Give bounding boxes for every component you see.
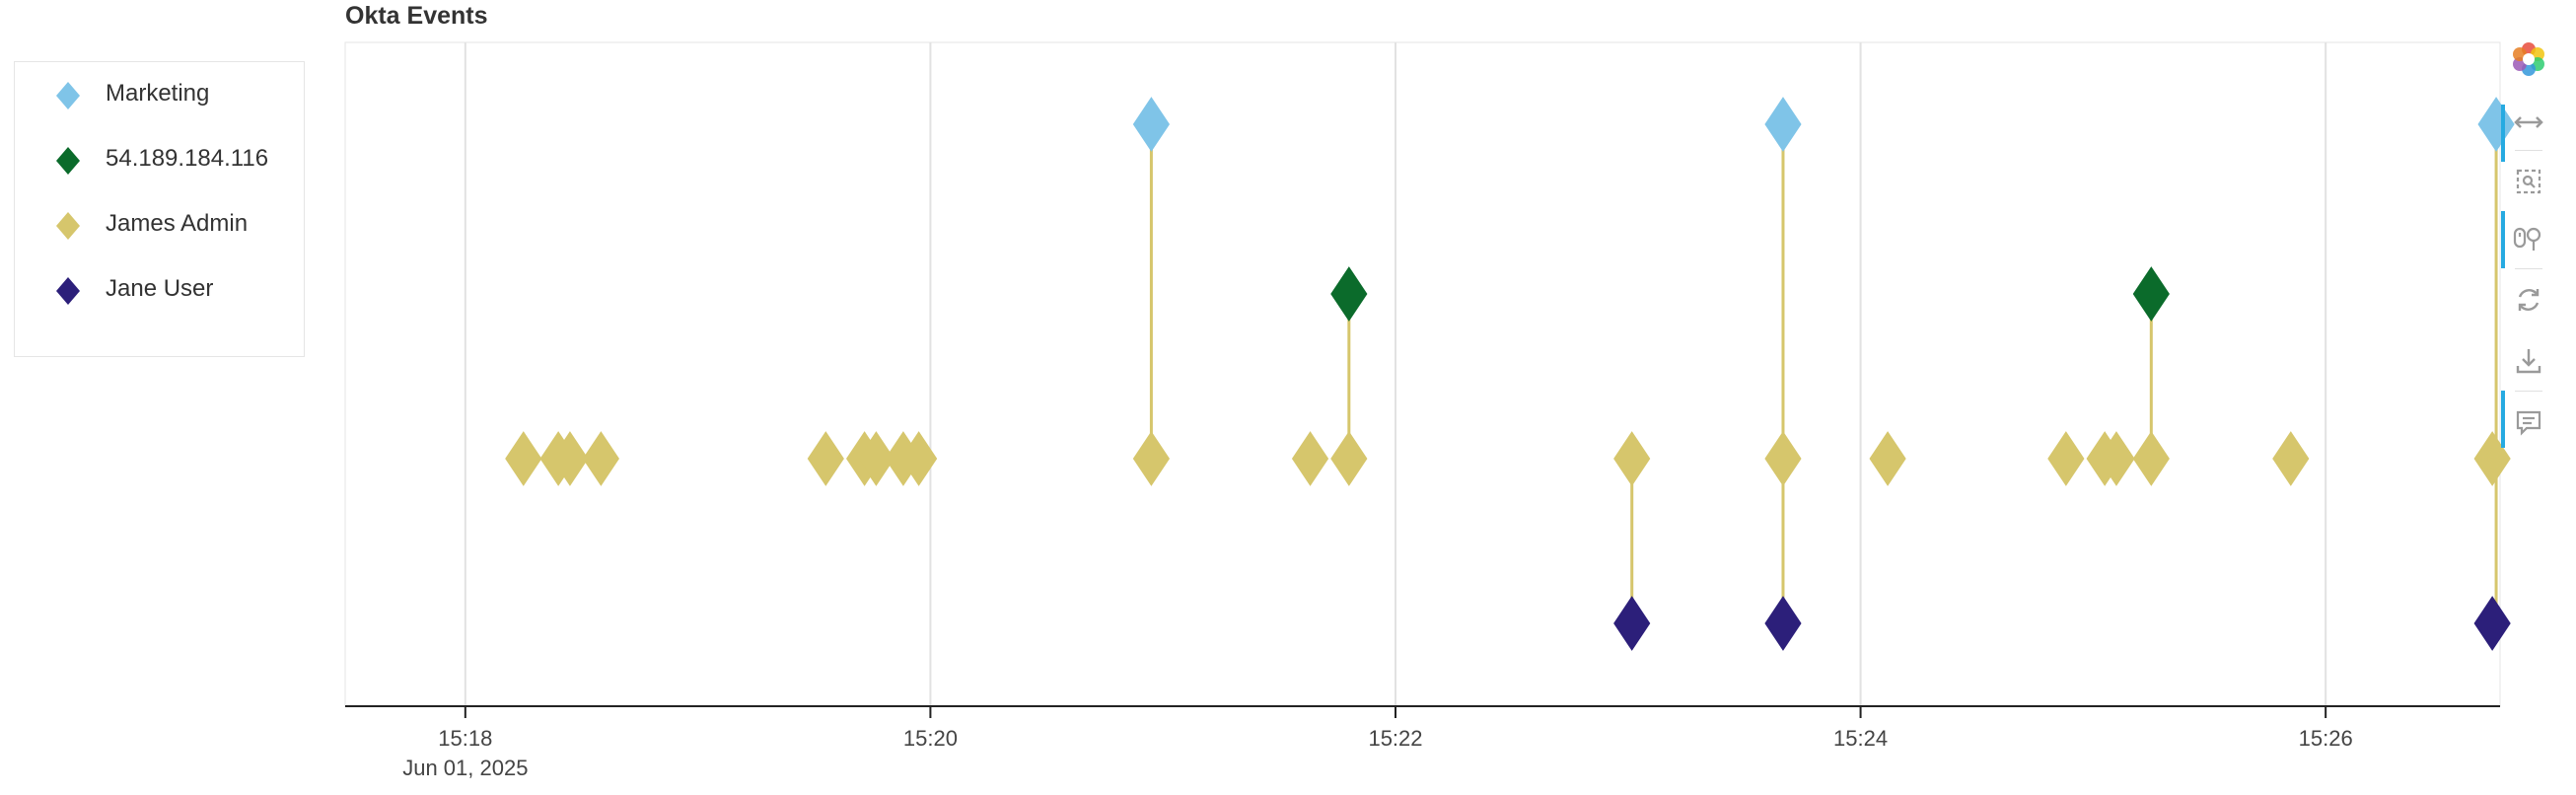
legend-label: James Admin [106,210,249,237]
legend-marker [56,277,80,305]
hover-icon[interactable] [2507,400,2550,444]
legend-label: Jane User [106,275,214,302]
box-zoom-icon[interactable] [2507,160,2550,203]
legend: Marketing 54.189.184.116 James Admin Jan… [14,61,305,357]
data-point-diamond [1613,431,1651,486]
reset-icon[interactable] [2507,278,2550,322]
data-point-diamond [1330,266,1368,322]
data-point-diamond [551,431,589,486]
legend-diamond-icon [56,212,80,240]
data-point-diamond [2047,431,2085,486]
data-point-diamond [807,431,844,486]
data-point-diamond [2132,266,2170,322]
bokeh-logo-icon[interactable] [2507,37,2550,81]
data-point-diamond [1869,431,1906,486]
legend-item-ip-address[interactable]: 54.189.184.116 [15,139,304,179]
legend-item-marketing[interactable]: Marketing [15,74,304,113]
data-point-diamond [1291,431,1329,486]
data-point-diamond [2477,97,2515,152]
data-point-diamond [2132,431,2170,486]
save-icon[interactable] [2507,339,2550,383]
x-tick-label: 15:22 [1368,726,1422,751]
data-point-diamond [1764,596,1802,651]
x-tick-label: 15:18 [438,726,492,751]
data-point-diamond [857,431,894,486]
wheel-zoom-icon[interactable] [2507,217,2550,260]
pan-icon[interactable] [2507,101,2550,144]
data-point-diamond [2272,431,2310,486]
legend-diamond-icon [56,82,80,109]
x-tick-label: 15:24 [1833,726,1888,751]
data-point-diamond [1613,596,1651,651]
legend-marker [56,147,80,175]
data-point-diamond [582,431,619,486]
x-date-label: Jun 01, 2025 [402,756,528,780]
plot-frame [344,41,2501,707]
data-point-diamond [505,431,542,486]
data-point-diamond [1132,97,1171,152]
toolbar [2501,37,2560,452]
data-point-diamond [1764,431,1802,486]
legend-marker [56,82,80,109]
data-point-diamond [900,431,938,486]
data-point-diamond [1330,431,1368,486]
data-point-diamond [1132,431,1171,486]
x-tick-label: 15:26 [2299,726,2353,751]
legend-diamond-icon [56,147,80,175]
legend-diamond-icon [56,277,80,305]
data-point-diamond [2098,431,2135,486]
x-tick-label: 15:20 [903,726,958,751]
legend-label: Marketing [106,80,210,107]
legend-label: 54.189.184.116 [106,145,269,172]
legend-item-jane-user[interactable]: Jane User [15,269,304,309]
data-point-diamond [2473,596,2511,651]
chart-title: Okta Events [345,2,488,30]
legend-item-james-admin[interactable]: James Admin [15,204,304,244]
legend-marker [56,212,80,240]
data-point-diamond [1764,97,1802,152]
